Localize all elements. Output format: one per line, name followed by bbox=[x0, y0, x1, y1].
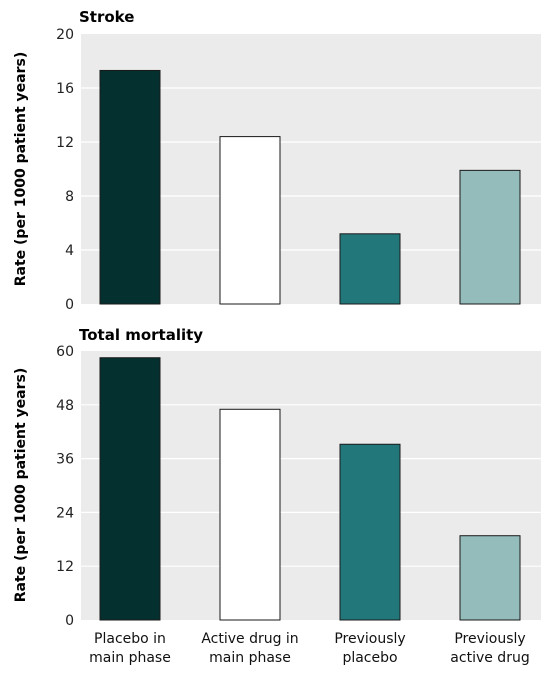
x-category-label: active drug bbox=[450, 650, 529, 666]
total-mortality-panel: 0 12 24 36 48 60 Total mortality Rate (per 1000… bbox=[13, 326, 541, 629]
x-category-label: main phase bbox=[209, 650, 291, 666]
stroke-y-axis-label: Rate (per 1000 patient years) bbox=[13, 52, 29, 287]
total-mortality-bar-3 bbox=[339, 443, 401, 621]
x-category-label: Active drug in bbox=[201, 631, 298, 647]
stroke-bar-1 bbox=[99, 69, 161, 305]
total-mortality-title: Total mortality bbox=[79, 326, 203, 344]
x-category-label: main phase bbox=[89, 650, 171, 666]
stroke-y-tick-label: 0 bbox=[65, 297, 74, 313]
x-category-label: Previously bbox=[334, 631, 405, 647]
x-category-label: placebo bbox=[342, 650, 397, 666]
stroke-title: Stroke bbox=[79, 8, 134, 26]
stroke-bar-3 bbox=[339, 233, 401, 305]
x-category-labels: Placebo in main phase Active drug in main p… bbox=[89, 631, 530, 666]
stroke-y-tick-label: 8 bbox=[65, 189, 74, 205]
total-mortality-bar-1 bbox=[99, 357, 161, 621]
total-mortality-y-tick-label: 12 bbox=[56, 559, 74, 575]
total-mortality-y-tick-label: 36 bbox=[56, 452, 74, 468]
total-mortality-y-tick-label: 60 bbox=[56, 344, 74, 360]
total-mortality-bar-4 bbox=[459, 535, 521, 621]
total-mortality-y-tick-label: 0 bbox=[65, 613, 74, 629]
total-mortality-bar-2 bbox=[219, 408, 281, 621]
total-mortality-y-tick-label: 48 bbox=[56, 398, 74, 414]
stroke-y-tick-label: 20 bbox=[56, 27, 74, 43]
x-category-label: Previously bbox=[454, 631, 525, 647]
stroke-y-tick-label: 4 bbox=[65, 243, 74, 259]
stroke-bar-4 bbox=[459, 169, 521, 305]
x-category-label: Placebo in bbox=[94, 631, 166, 647]
stroke-y-tick-label: 12 bbox=[56, 135, 74, 151]
stroke-panel: 0 4 8 12 16 20 Stroke Rate (per 1000 patient ye… bbox=[13, 8, 541, 313]
stroke-bar-2 bbox=[219, 136, 281, 305]
total-mortality-y-axis-label: Rate (per 1000 patient years) bbox=[13, 368, 29, 603]
stroke-y-tick-label: 16 bbox=[56, 81, 74, 97]
total-mortality-y-tick-label: 24 bbox=[56, 505, 74, 521]
